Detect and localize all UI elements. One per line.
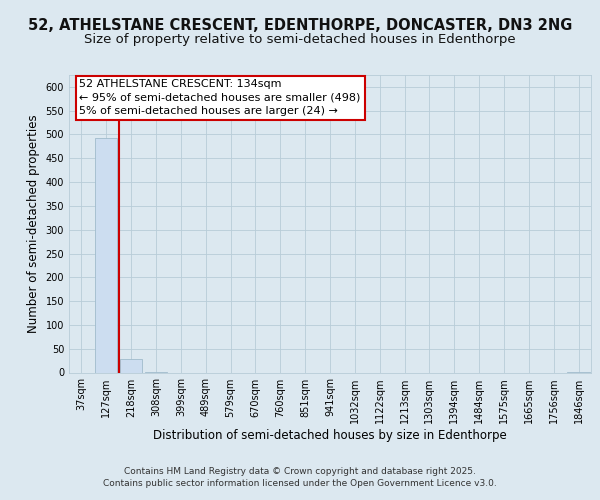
Text: 52 ATHELSTANE CRESCENT: 134sqm
← 95% of semi-detached houses are smaller (498)
5: 52 ATHELSTANE CRESCENT: 134sqm ← 95% of … (79, 80, 361, 116)
Text: Contains HM Land Registry data © Crown copyright and database right 2025.
Contai: Contains HM Land Registry data © Crown c… (103, 466, 497, 487)
Y-axis label: Number of semi-detached properties: Number of semi-detached properties (27, 114, 40, 333)
Text: Size of property relative to semi-detached houses in Edenthorpe: Size of property relative to semi-detach… (84, 32, 516, 46)
X-axis label: Distribution of semi-detached houses by size in Edenthorpe: Distribution of semi-detached houses by … (153, 428, 507, 442)
Bar (95, 138, 118, 372)
Text: 52, ATHELSTANE CRESCENT, EDENTHORPE, DONCASTER, DN3 2NG: 52, ATHELSTANE CRESCENT, EDENTHORPE, DON… (28, 18, 572, 32)
Bar (120, 359, 142, 372)
